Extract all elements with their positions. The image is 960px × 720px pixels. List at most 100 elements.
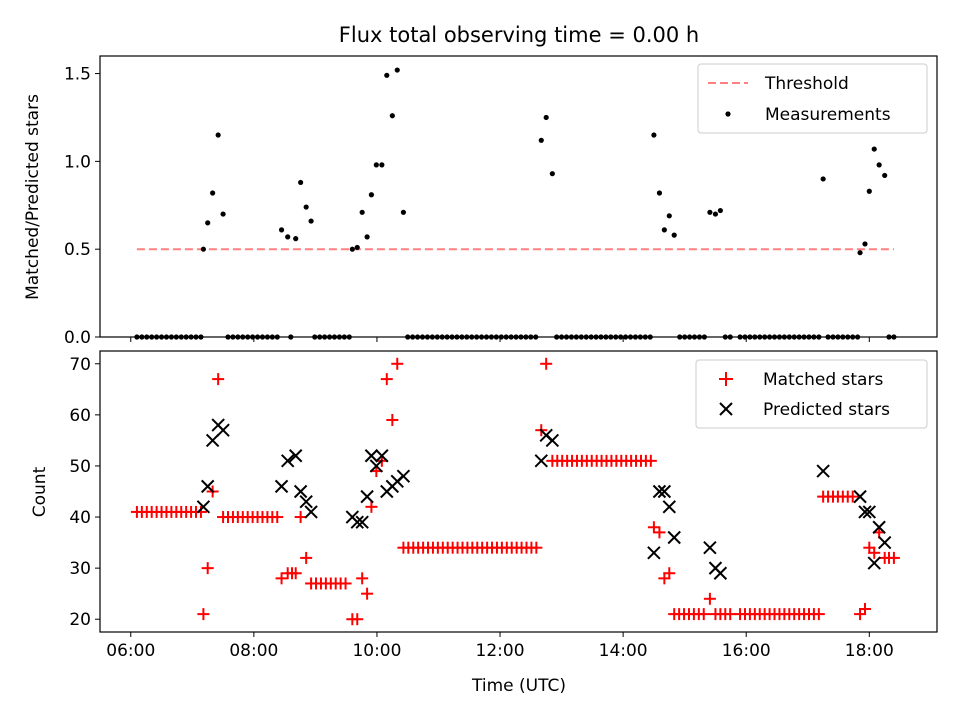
ratio-legend-box <box>697 63 928 134</box>
count-y-tick-label: 70 <box>69 355 91 375</box>
ratio-y-tick-label: 0.0 <box>64 328 91 348</box>
count-y-tick-label: 50 <box>69 457 91 477</box>
matched-stars-point <box>858 603 871 616</box>
matched-stars-point <box>530 541 543 554</box>
predicted-stars-point <box>647 546 661 560</box>
measurement-point <box>538 137 544 143</box>
matched-stars-point <box>197 608 210 621</box>
measurement-point <box>712 211 719 217</box>
predicted-stars-point <box>853 489 867 504</box>
measurement-point <box>373 162 379 168</box>
ratio-plot-frame <box>99 55 938 338</box>
predicted-stars-point <box>200 479 215 494</box>
predicted-stars-point <box>652 484 667 499</box>
matched-stars-point <box>391 357 404 370</box>
measurement-point <box>364 234 370 240</box>
predicted-stars-point <box>703 540 717 555</box>
predicted-stars-point <box>816 464 830 478</box>
ratio-y-axis-label: Matched/Predicted stars <box>23 94 43 300</box>
predicted-stars-point <box>713 566 728 580</box>
predicted-stars-point <box>355 515 369 529</box>
predicted-stars-point <box>281 454 295 468</box>
predicted-stars-point <box>396 469 411 483</box>
matched-stars-point <box>644 454 657 467</box>
measurement-point <box>543 114 549 121</box>
ratio-panel: 0.0 0.5 1.0 1.5 Matched/Predicted stars Thr… <box>23 55 938 348</box>
measurement-point <box>210 190 216 196</box>
measurement-point <box>205 220 211 226</box>
measurement-point <box>293 236 299 242</box>
predicted-stars-point <box>369 459 384 473</box>
count-y-tick-label: 40 <box>69 508 91 528</box>
measurement-point <box>285 234 291 240</box>
measurement-point <box>368 192 375 198</box>
matched-stars-point <box>386 413 399 426</box>
ratio-y-tick-label: 1.0 <box>64 152 91 172</box>
measurement-point <box>394 67 400 73</box>
measurement-point <box>820 176 826 182</box>
matched-stars-point <box>887 551 900 564</box>
matched-stars-point <box>275 572 288 585</box>
predicted-stars-point <box>375 449 389 463</box>
matched-stars-point <box>647 521 660 534</box>
figure-title: Flux total observing time = 0.00 h <box>339 23 699 47</box>
predicted-stars-point <box>545 433 560 448</box>
measurement-point <box>656 190 663 196</box>
matched-stars-point <box>540 357 553 370</box>
count-plot-frame <box>99 350 938 633</box>
legend-threshold-label: Threshold <box>764 74 849 94</box>
predicted-stars-point <box>360 489 374 504</box>
count-y-tick-label: 60 <box>69 406 91 426</box>
predicted-stars-point <box>872 520 886 534</box>
measurement-point <box>278 227 285 233</box>
x-tick-label: 18:00 <box>845 641 894 661</box>
measurement-point <box>220 211 226 217</box>
ratio-y-tick-label: 1.5 <box>64 65 91 85</box>
measurement-point <box>882 172 888 179</box>
count-y-axis-label: Count <box>30 466 50 517</box>
count-y-tick-label: 20 <box>69 610 91 630</box>
measurement-point <box>707 209 713 215</box>
x-axis-label: Time (UTC) <box>471 676 566 696</box>
matched-stars-point <box>703 592 716 605</box>
measurement-point <box>389 113 395 119</box>
measurement-point <box>862 241 868 247</box>
legend-measurements-label: Measurements <box>765 105 891 125</box>
count-panel: 20 30 40 50 60 70 06:00 08:00 10:00 12:00 14:00 16:… <box>30 350 938 696</box>
predicted-stars-point <box>364 449 379 463</box>
x-tick-label: 16:00 <box>722 641 771 661</box>
predicted-stars-point <box>662 500 676 514</box>
measurement-point <box>298 179 304 186</box>
measurement-point <box>866 188 872 194</box>
predicted-stars-point <box>293 484 308 499</box>
count-legend-box <box>695 359 928 429</box>
predicted-stars-point <box>205 433 220 448</box>
count-y-tick-label: 30 <box>69 559 91 579</box>
matched-stars-point <box>212 373 225 386</box>
predicted-stars-point <box>304 505 318 519</box>
matched-stars-point <box>356 572 369 585</box>
measurement-point <box>200 246 206 252</box>
measurement-point <box>384 72 390 78</box>
measurement-point <box>671 232 677 238</box>
measurement-point <box>717 207 723 214</box>
matched-stars-point <box>201 562 214 575</box>
x-tick-label: 06:00 <box>106 641 155 661</box>
measurement-point <box>876 162 882 168</box>
matched-stars-point <box>361 587 374 600</box>
measurement-point <box>651 132 657 138</box>
measurement-point <box>308 218 314 224</box>
legend-matched-swatch <box>719 372 733 386</box>
measurement-point <box>359 209 365 215</box>
matched-stars-point <box>663 567 676 580</box>
predicted-stars-point <box>534 454 548 468</box>
ratio-legend: Threshold Measurements <box>697 63 928 134</box>
measurement-point <box>349 246 355 252</box>
matched-stars-point <box>300 551 313 564</box>
matched-stars-point <box>653 526 666 539</box>
matched-stars-point <box>289 567 302 580</box>
x-tick-label: 14:00 <box>599 641 648 661</box>
measurement-point <box>379 162 385 168</box>
predicted-stars-point <box>299 495 313 509</box>
